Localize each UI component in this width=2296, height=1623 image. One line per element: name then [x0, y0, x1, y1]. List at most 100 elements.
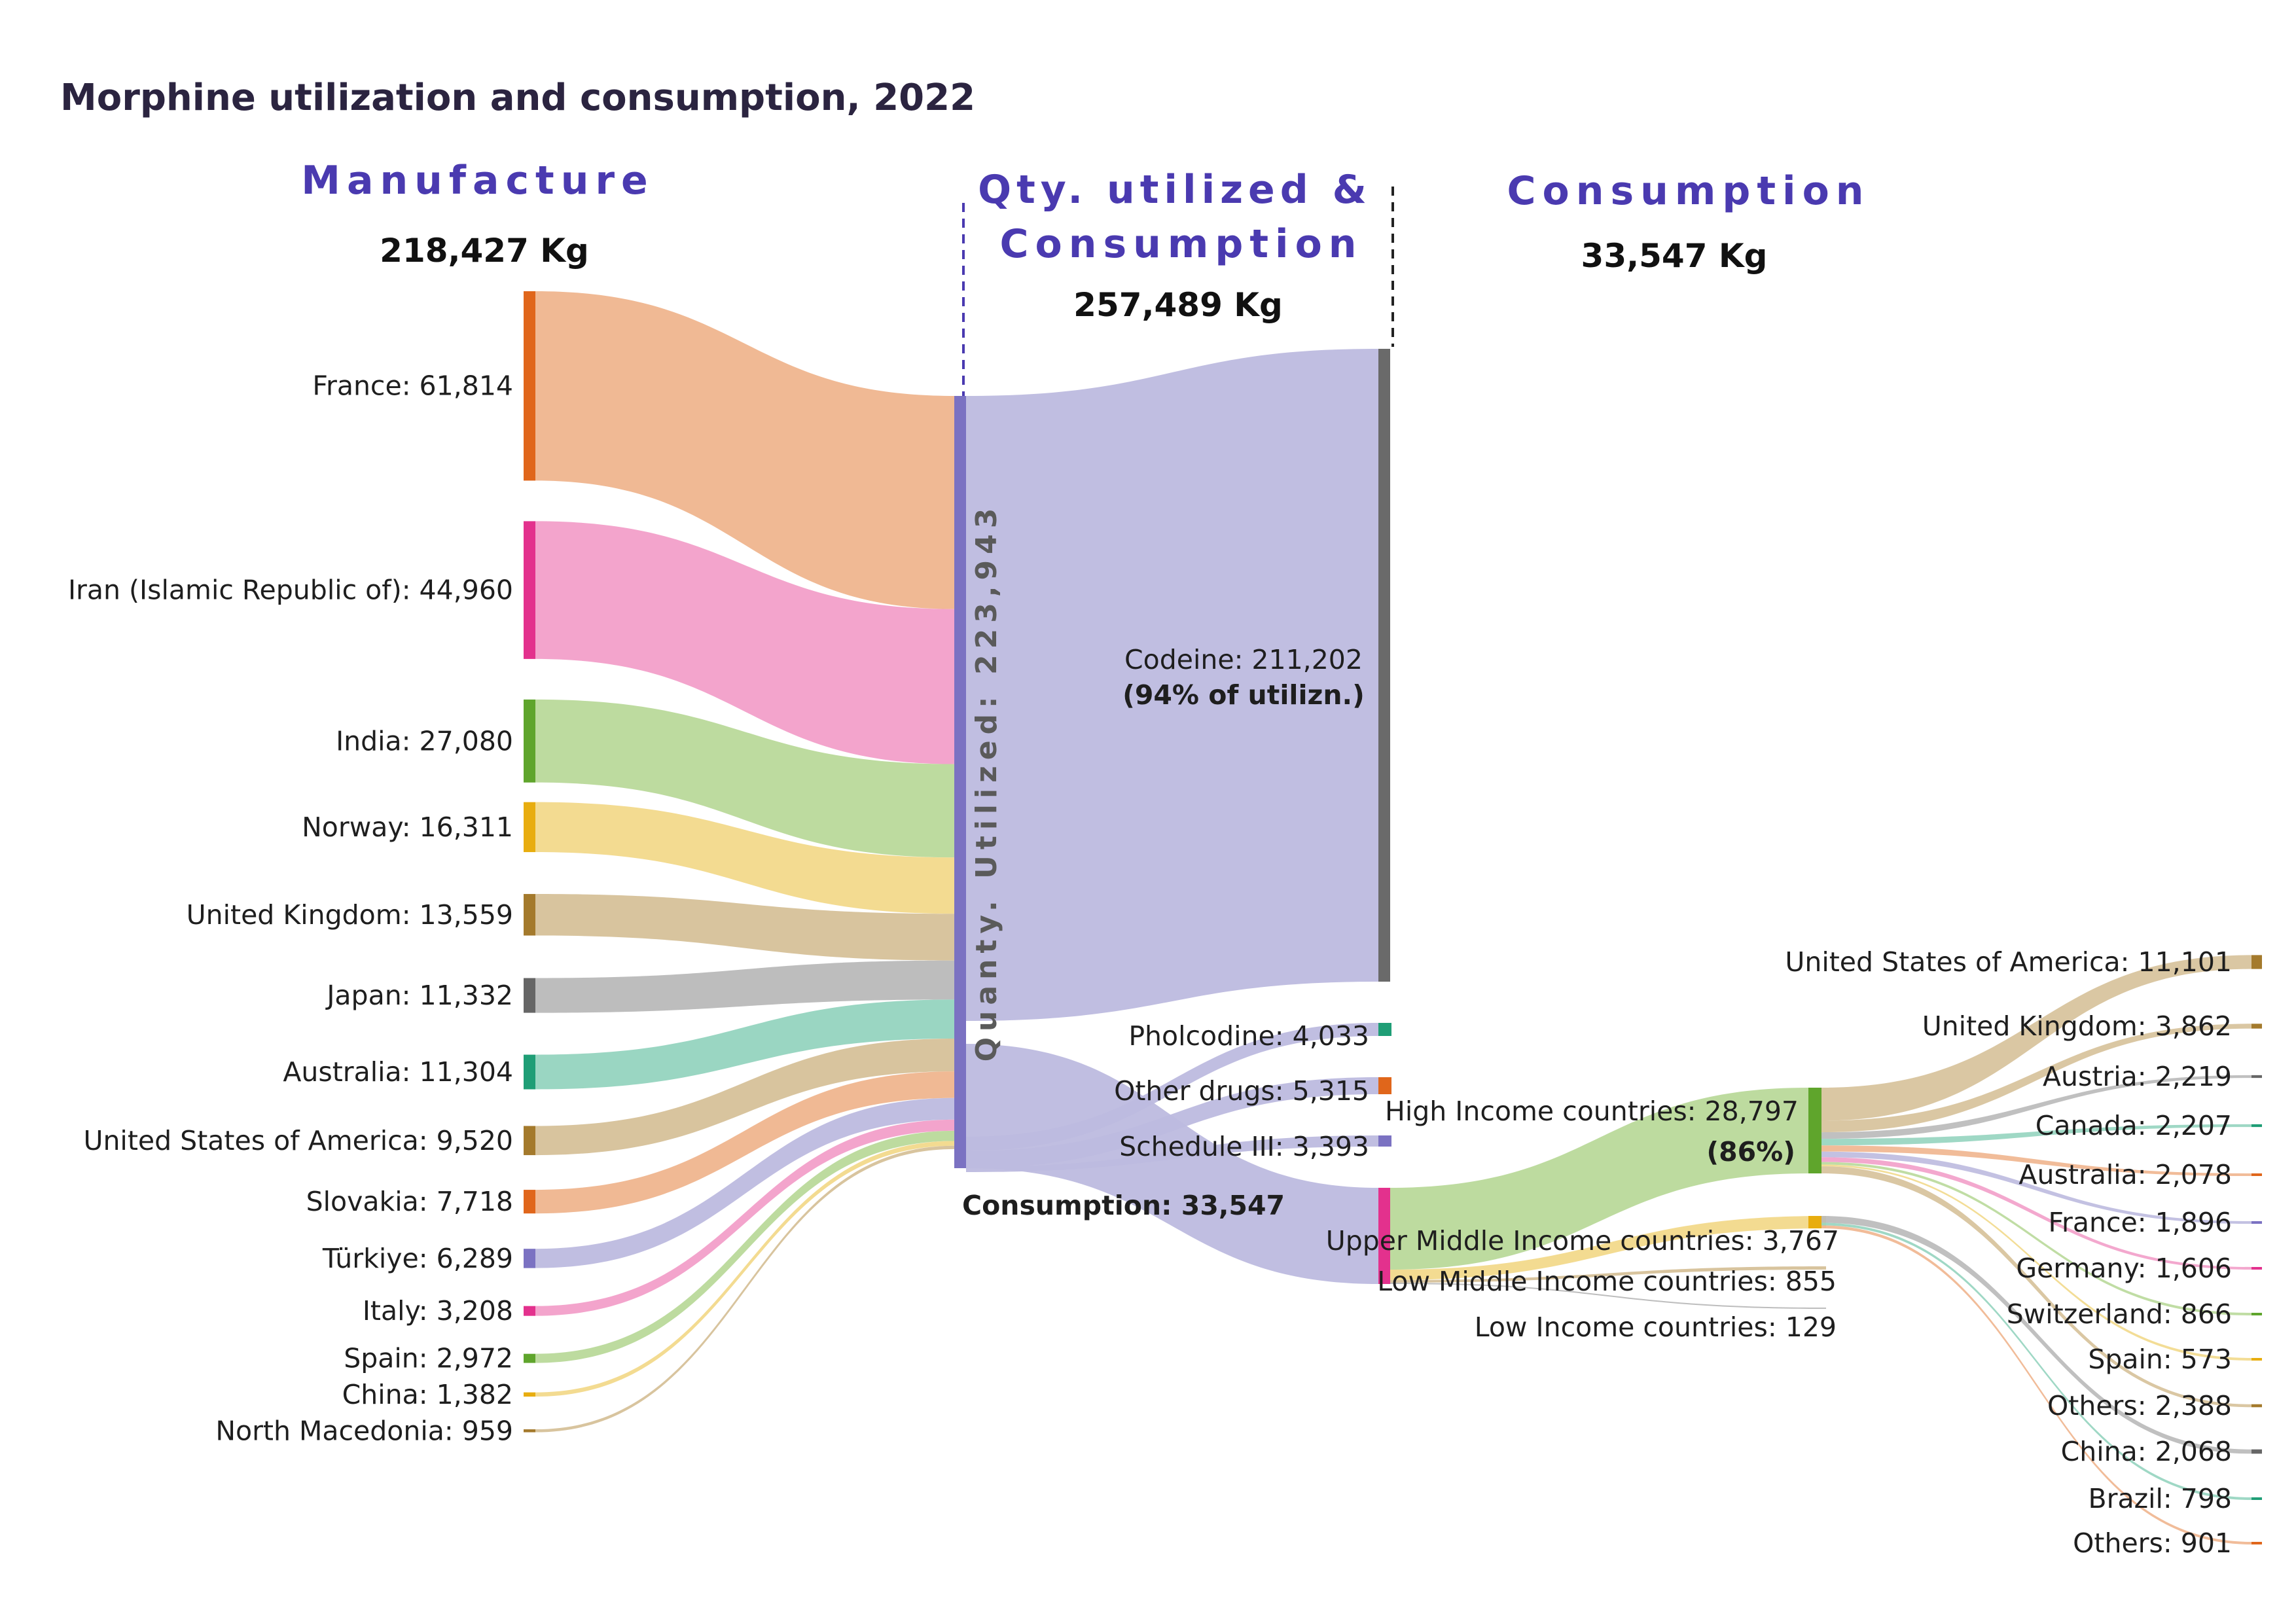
label-income-high-income-note: (86%)	[1706, 1136, 1795, 1168]
label-country-high-united-states-of-america: United States of America: 11,101	[1785, 946, 2232, 978]
consumption-heading: Consumption	[1507, 168, 1870, 214]
node-country-high-germany	[2251, 1267, 2262, 1270]
label-country-upper-china: China: 2,068	[2061, 1436, 2232, 1467]
link-manufacture-t-rkiye	[535, 1097, 954, 1268]
node-utilization-codeine	[1378, 349, 1390, 982]
node-manufacture-iran-islamic-republic-of	[524, 521, 535, 659]
link-manufacture-india	[535, 699, 954, 858]
label-manufacture-japan: Japan: 11,332	[325, 980, 513, 1011]
label-manufacture-united-states-of-america: United States of America: 9,520	[83, 1125, 513, 1156]
label-country-high-united-kingdom: United Kingdom: 3,862	[1922, 1010, 2232, 1042]
consumption-total: 33,547 Kg	[1581, 237, 1768, 275]
node-manufacture-italy	[524, 1306, 535, 1316]
label-country-high-switzerland: Switzerland: 866	[2007, 1298, 2232, 1330]
link-country-high-france	[1821, 1151, 2251, 1224]
link-country-high-spain	[1821, 1164, 2251, 1361]
link-manufacture-slovakia	[535, 1071, 954, 1214]
node-utilization-schedule-iii	[1378, 1135, 1391, 1147]
label-country-upper-others: Others: 901	[2073, 1527, 2232, 1559]
label-utilization-codeine: Codeine: 211,202	[1124, 644, 1363, 675]
label-hub: Quanty. Utilized: 223,943	[970, 503, 1003, 1062]
link-manufacture-north-macedonia	[535, 1145, 954, 1433]
node-manufacture-australia	[524, 1054, 535, 1090]
link-country-upper-others	[1821, 1225, 2251, 1544]
label-manufacture-france: France: 61,814	[312, 370, 513, 402]
label-income-high-income-countries: High Income countries: 28,797	[1385, 1096, 1799, 1127]
node-manufacture-france	[524, 291, 535, 481]
node-manufacture-united-states-of-america	[524, 1126, 535, 1156]
node-income-high-income-countries	[1808, 1088, 1821, 1173]
manufacture-total: 218,427 Kg	[380, 232, 589, 270]
node-country-high-austria	[2251, 1075, 2262, 1079]
link-manufacture-japan	[535, 960, 954, 1013]
node-manufacture-china	[524, 1392, 535, 1397]
node-country-high-france	[2251, 1221, 2262, 1224]
label-utilization-other-drugs: Other drugs: 5,315	[1114, 1075, 1369, 1107]
link-manufacture-france	[535, 291, 954, 609]
label-country-high-spain: Spain: 573	[2088, 1344, 2232, 1375]
link-manufacture-italy	[535, 1119, 954, 1316]
link-country-high-germany	[1821, 1157, 2251, 1270]
label-country-high-others: Others: 2,388	[2047, 1390, 2232, 1421]
link-income-low-middle-income-countries	[1390, 1266, 1826, 1283]
label-country-high-germany: Germany: 1,606	[2016, 1253, 2232, 1284]
node-manufacture-japan	[524, 978, 535, 1013]
label-income-upper-middle-income-countries: Upper Middle Income countries: 3,767	[1326, 1225, 1839, 1257]
label-country-high-austria: Austria: 2,219	[2043, 1061, 2232, 1092]
utilized-total: 257,489 Kg	[1073, 286, 1283, 324]
label-country-high-australia: Australia: 2,078	[2018, 1159, 2232, 1190]
label-manufacture-north-macedonia: North Macedonia: 959	[215, 1415, 513, 1446]
node-manufacture-slovakia	[524, 1190, 535, 1214]
label-manufacture-australia: Australia: 11,304	[283, 1056, 513, 1088]
node-country-high-united-kingdom	[2251, 1024, 2262, 1029]
link-country-high-united-states-of-america	[1821, 955, 2251, 1121]
flow-links	[535, 291, 2251, 1544]
link-utilization-codeine	[966, 349, 1378, 1021]
link-manufacture-united-states-of-america	[535, 1038, 954, 1156]
node-manufacture-north-macedonia	[524, 1429, 535, 1433]
link-country-upper-china	[1821, 1216, 2251, 1454]
label-manufacture-slovakia: Slovakia: 7,718	[306, 1186, 513, 1217]
node-utilization-pholcodine	[1378, 1023, 1391, 1036]
node-utilization-other-drugs	[1378, 1077, 1391, 1094]
label-manufacture-t-rkiye: Türkiye: 6,289	[322, 1243, 513, 1274]
label-utilization-pholcodine: Pholcodine: 4,033	[1128, 1020, 1369, 1052]
node-country-upper-others	[2251, 1542, 2262, 1544]
flow-labels: France: 61,814 Iran (Islamic Republic of)…	[68, 370, 2232, 1559]
node-country-upper-brazil	[2251, 1497, 2262, 1500]
node-utilization-consumption	[1378, 1188, 1390, 1284]
link-country-high-switzerland	[1821, 1162, 2251, 1315]
node-manufacture-spain	[524, 1353, 535, 1363]
link-country-high-austria	[1821, 1075, 2251, 1139]
link-country-high-united-kingdom	[1821, 1024, 2251, 1133]
label-manufacture-india: India: 27,080	[336, 725, 513, 757]
label-manufacture-italy: Italy: 3,208	[363, 1295, 513, 1327]
link-country-upper-brazil	[1821, 1222, 2251, 1500]
manufacture-heading: Manufacture	[301, 158, 654, 204]
link-manufacture-spain	[535, 1130, 954, 1363]
flow-nodes	[524, 291, 2262, 1544]
link-income-high-income-countries	[1390, 1088, 1808, 1270]
node-manufacture-t-rkiye	[524, 1249, 535, 1268]
link-manufacture-norway	[535, 802, 954, 914]
node-country-high-united-states-of-america	[2251, 955, 2262, 969]
label-manufacture-united-kingdom: United Kingdom: 13,559	[187, 899, 513, 931]
link-income-upper-middle-income-countries	[1390, 1216, 1826, 1280]
label-utilization-schedule-iii: Schedule III: 3,393	[1119, 1131, 1369, 1162]
node-income-upper-middle-income-countries	[1808, 1216, 1821, 1228]
node-manufacture-india	[524, 699, 535, 783]
node-country-high-spain	[2251, 1358, 2262, 1361]
label-manufacture-spain: Spain: 2,972	[344, 1343, 513, 1374]
link-country-high-others	[1821, 1166, 2251, 1408]
label-country-high-france: France: 1,896	[2048, 1207, 2232, 1238]
link-country-high-canada	[1821, 1124, 2251, 1146]
label-utilization-consumption: Consumption: 33,547	[962, 1190, 1285, 1221]
link-country-high-australia	[1821, 1145, 2251, 1176]
node-manufacture-norway	[524, 802, 535, 853]
label-manufacture-iran-islamic-republic-of: Iran (Islamic Republic of): 44,960	[68, 575, 513, 606]
label-income-low-income-countries: Low Income countries: 129	[1475, 1311, 1837, 1343]
utilized-heading-line2: Consumption	[999, 221, 1363, 267]
node-hub	[954, 396, 966, 1168]
label-country-high-canada: Canada: 2,207	[2036, 1110, 2232, 1141]
